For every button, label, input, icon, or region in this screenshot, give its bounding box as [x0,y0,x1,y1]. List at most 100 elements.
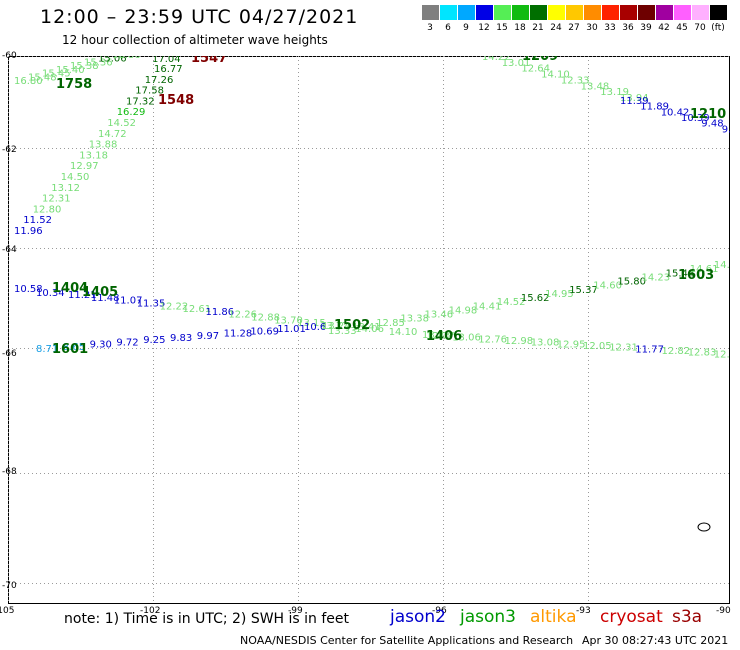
wave-height-value: 15.48 [28,72,57,83]
wave-height-value: 12.97 [70,161,99,172]
wave-height-value: 12.83 [688,348,717,359]
wave-height-value: 10.6 [304,322,326,333]
scale-label: 21 [532,23,544,33]
wave-height-value: 12.31 [42,194,71,205]
wave-height-value: 11.48 [91,293,120,304]
wave-height-value: 13.01 [502,58,531,69]
generated-timestamp: Apr 30 08:27:43 UTC 2021 [582,634,729,647]
scale-label: 45 [676,23,688,33]
wave-height-value: 11.21 [68,290,97,301]
wave-height-value: 11.86 [206,307,235,318]
wave-height-value: 15.80 [617,277,646,288]
wave-height-value: 12.88 [251,313,280,324]
wave-height-value: 8.65 [63,342,85,353]
island-outline [697,522,711,532]
wave-height-value: 14.23 [642,273,671,284]
wave-height-value: 13.48 [581,81,610,92]
wave-height-value: 13.15 [297,318,326,329]
wave-height-value: 13.33 [328,326,357,337]
satellite-legend-item: altika [530,607,577,627]
wave-height-value: 9.30 [90,340,112,351]
scale-swatch [458,5,475,20]
wave-height-value: 15.36 [84,57,113,68]
pass-time-label: 1209 [522,56,558,64]
wave-height-value: 13.88 [89,140,118,151]
wave-height-value: 12.98 [505,336,534,347]
wave-height-value: 14.98 [449,305,478,316]
wave-height-value: 13.06 [452,333,481,344]
wave-height-value: 12.31 [609,343,638,354]
pass-time-label: 1406 [426,329,462,344]
wave-height-value: 11.28 [224,329,253,340]
wave-height-value: 12.64 [521,64,550,75]
wave-height-value: 14.72 [98,129,127,140]
scale-swatch [512,5,529,20]
scale-label: 36 [622,23,634,33]
scale-label: 9 [463,23,469,33]
scale-label: 18 [514,23,526,33]
wave-height-value: 13.70 [274,315,303,326]
wave-height-value: 15.06 [98,56,127,65]
wave-height-value: 17.26 [145,75,174,86]
wave-height-value: 14.22 [482,56,511,63]
latitude-tick-label: -68 [2,467,17,477]
wave-height-value: 12.34 [714,349,730,360]
scale-label: 39 [640,23,652,33]
wave-height-value: 10.34 [36,288,65,299]
wave-height-value: 11.96 [14,226,43,237]
latitude-tick-label: -66 [2,349,17,359]
pass-time-label: 1603 [678,268,714,283]
wave-height-value: 14.49 [714,260,730,271]
scale-swatch [710,5,727,20]
wave-height-value: 12.76 [478,334,507,345]
scale-swatch [422,5,439,20]
wave-height-value: 15.62 [521,293,550,304]
wave-height-value: 11.77 [635,344,664,355]
pass-time-label: 1502 [334,318,370,333]
wave-height-value: 12.82 [662,346,691,357]
wave-height-value: 15.44 [666,268,695,279]
scale-swatch [548,5,565,20]
scale-swatch [656,5,673,20]
wave-height-value: 12.05 [583,341,612,352]
wave-height-value: 9.97 [197,331,219,342]
wave-height-value: 11.07 [114,296,143,307]
page-title: 12:00 – 23:59 UTC 04/27/2021 [40,6,359,28]
scale-swatch [602,5,619,20]
wave-height-value: 10.69 [250,326,279,337]
scale-label: 24 [550,23,562,33]
wave-height-value: 11.89 [640,102,669,113]
scale-label: 70 [694,23,706,33]
scale-swatch [566,5,583,20]
satellite-legend-item: s3a [672,607,703,627]
wave-height-value: 12.22 [160,301,189,312]
wave-height-value: 16.29 [117,107,146,118]
scale-label: (ft) [711,23,725,33]
altimeter-tracks: 16.8015.4815.4515.4015.3815.3615.0616.86… [14,56,730,360]
wave-height-value: 10.39 [681,113,710,124]
wave-height-value: 13.46 [425,310,454,321]
wave-height-value: 13.83 [422,330,451,341]
wave-height-value: 13.22 [322,321,351,332]
wave-height-value: 17.04 [152,56,181,65]
wave-height-value: 17.32 [126,96,155,107]
wave-height-value: 13.38 [400,314,429,325]
wave-height-value: 16.77 [154,64,183,75]
scale-label: 27 [568,23,580,33]
wave-height-value: 13.18 [79,150,108,161]
wave-height-value: 9.48 [701,119,723,130]
wave-height-value: 12.85 [376,318,405,329]
wave-height-value: 11.01 [277,324,306,335]
pass-time-label: 1210 [690,107,726,122]
credit-line: NOAA/NESDIS Center for Satellite Applica… [240,634,574,647]
wave-height-value: 11.39 [620,96,649,107]
wave-height-value: 11.35 [137,299,166,310]
wave-height-value: 8.71 [36,344,58,355]
scale-swatch [620,5,637,20]
graticule [8,56,730,604]
wave-height-value: 15.38 [70,61,99,72]
pass-time-label: 1758 [56,77,92,92]
wave-height-value: 15.40 [56,65,85,76]
wave-height-value: 14.52 [107,118,136,129]
latitude-tick-label: -62 [2,145,17,155]
